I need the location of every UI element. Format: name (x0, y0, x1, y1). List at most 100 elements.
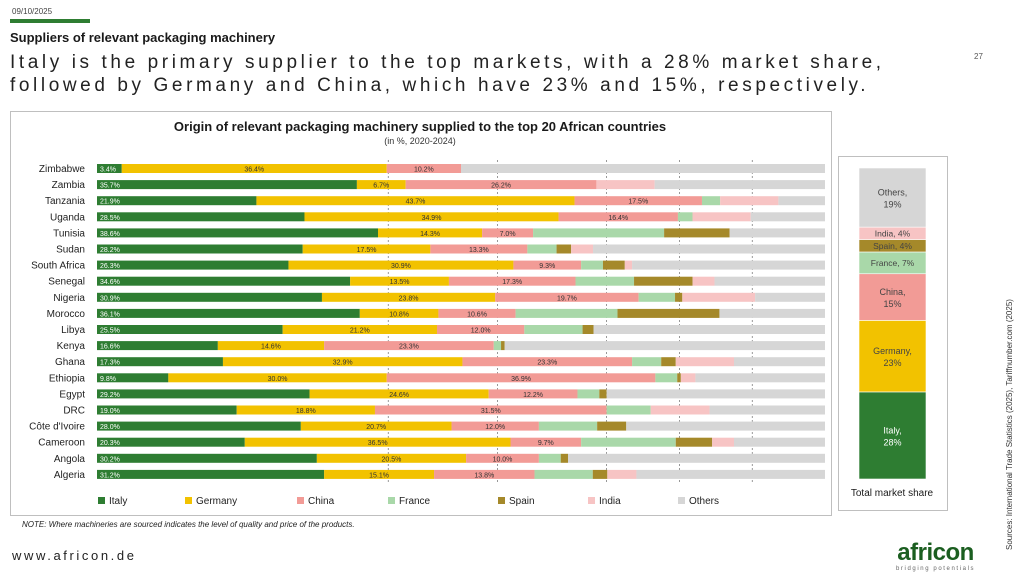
value-label-italy-tunisia: 38.6% (100, 231, 120, 238)
bar-italy-south-africa (97, 260, 289, 270)
bar-germany-cameroon (244, 437, 511, 447)
bar-italy-ethiopia (97, 373, 169, 383)
legend-swatch-spain (498, 497, 505, 504)
value-label-china-sudan: 13.3% (469, 247, 489, 254)
bar-italy-cote-d-ivoire (97, 421, 301, 431)
bar-germany-south-africa (288, 260, 514, 270)
share-value-china: 15% (883, 299, 901, 309)
value-label-germany-drc: 18.8% (296, 408, 316, 415)
value-label-china-cameroon: 9.7% (538, 440, 554, 447)
value-label-italy-kenya: 16.6% (100, 344, 120, 351)
value-label-germany-tanzania: 43.7% (406, 199, 426, 206)
bar-germany-libya (282, 325, 437, 334)
chart-frame (10, 111, 832, 516)
value-label-germany-egypt: 24.6% (389, 392, 409, 399)
value-label-china-angola: 10.0% (493, 456, 513, 463)
bar-spain-tunisia (664, 228, 730, 238)
category-label-nigeria: Nigeria (53, 293, 85, 304)
legend-label-spain: Spain (509, 496, 535, 507)
logo-tagline: bridging potentials (896, 566, 976, 572)
bar-china-uganda (558, 212, 678, 222)
category-label-tanzania: Tanzania (45, 196, 85, 207)
bar-others-tunisia (729, 228, 825, 238)
value-label-china-senegal: 17.3% (502, 279, 522, 286)
value-label-germany-morocco: 10.8% (389, 311, 409, 318)
bar-italy-libya (97, 325, 283, 334)
bar-china-morocco (438, 308, 516, 318)
origin-stacked-bar-chart: Zimbabwe 3.4% 36.4% 10.2% Zambia 35.7% 6.7% 26.… (29, 160, 825, 507)
market-share-frame (838, 156, 948, 511)
value-label-germany-angola: 20.5% (382, 456, 402, 463)
bar-germany-angola (316, 453, 467, 463)
category-label-angola: Angola (54, 454, 86, 465)
value-label-china-egypt: 12.2% (523, 392, 543, 399)
bar-china-drc (374, 405, 607, 415)
legend-swatch-china (297, 497, 304, 504)
value-label-italy-algeria: 31.2% (100, 472, 120, 479)
value-label-china-nigeria: 19.7% (557, 295, 577, 302)
value-label-germany-zambia: 6.7% (373, 183, 389, 190)
bar-italy-algeria (97, 469, 325, 479)
africon-logo: africon bridging potentials (896, 540, 976, 573)
bar-france-nigeria (638, 292, 676, 302)
value-label-germany-kenya: 14.6% (261, 344, 281, 351)
bar-india-ghana (675, 357, 734, 367)
legend-label-others: Others (689, 496, 719, 507)
report-date: 09/10/2025 (12, 7, 53, 16)
value-label-italy-senegal: 34.6% (100, 279, 120, 286)
share-value-others: 19% (883, 200, 901, 210)
bar-spain-cameroon (675, 437, 713, 447)
value-label-china-zambia: 26.2% (491, 183, 511, 190)
bar-italy-uganda (97, 212, 305, 222)
legend-label-germany: Germany (196, 496, 237, 507)
bar-france-uganda (677, 212, 693, 222)
share-segment-italy (858, 391, 927, 480)
legend-swatch-france (388, 497, 395, 504)
bar-italy-morocco (97, 308, 360, 318)
category-label-zambia: Zambia (52, 180, 86, 191)
bar-china-nigeria (495, 292, 639, 302)
value-label-italy-ghana: 17.3% (100, 360, 120, 367)
legend-label-india: India (599, 496, 621, 507)
value-label-italy-cameroon: 20.3% (100, 440, 120, 447)
bar-spain-kenya (501, 341, 505, 351)
bar-india-senegal (692, 276, 715, 286)
total-market-share-chart: Italy, 28% Germany, 23% China, 15% France, 7% S… (858, 167, 927, 480)
bar-france-ghana (632, 357, 662, 367)
value-label-germany-senegal: 13.5% (390, 279, 410, 286)
bar-germany-algeria (324, 469, 435, 479)
section-title: Suppliers of relevant packaging machiner… (10, 30, 276, 45)
category-label-senegal: Senegal (48, 277, 85, 288)
value-label-germany-algeria: 15.1% (369, 472, 389, 479)
value-label-germany-uganda: 34.9% (422, 215, 442, 222)
value-label-germany-cote-d-ivoire: 20.7% (366, 424, 386, 431)
chart-subtitle: (in %, 2020-2024) (384, 136, 456, 146)
value-label-germany-ghana: 32.9% (333, 360, 353, 367)
value-label-italy-ethiopia: 9.8% (100, 376, 116, 383)
bar-spain-nigeria (675, 292, 683, 302)
value-label-italy-cote-d-ivoire: 28.0% (100, 424, 120, 431)
bar-italy-nigeria (97, 292, 322, 302)
bar-france-tanzania (701, 196, 721, 206)
bar-spain-libya (582, 325, 594, 334)
bar-india-ethiopia (680, 373, 696, 383)
bar-italy-senegal (97, 276, 351, 286)
value-label-italy-morocco: 36.1% (100, 311, 120, 318)
share-label-others: Others, (878, 188, 908, 198)
bar-italy-ghana (97, 357, 223, 367)
bar-spain-senegal (634, 276, 693, 286)
website-link[interactable]: www.africon.de (12, 548, 137, 563)
bar-germany-senegal (350, 276, 449, 286)
bar-others-libya (593, 325, 825, 334)
value-label-italy-angola: 30.2% (100, 456, 120, 463)
bar-italy-sudan (97, 244, 303, 254)
bar-india-zambia (596, 180, 655, 190)
bar-india-algeria (607, 469, 637, 479)
bar-germany-ghana (222, 357, 463, 367)
value-label-italy-egypt: 29.2% (100, 392, 120, 399)
bar-others-zambia (654, 180, 825, 190)
share-label-italy: Italy, (883, 425, 901, 435)
bar-others-zimbabwe (461, 164, 825, 173)
value-label-italy-tanzania: 21.9% (100, 199, 120, 206)
bar-france-algeria (534, 469, 593, 479)
